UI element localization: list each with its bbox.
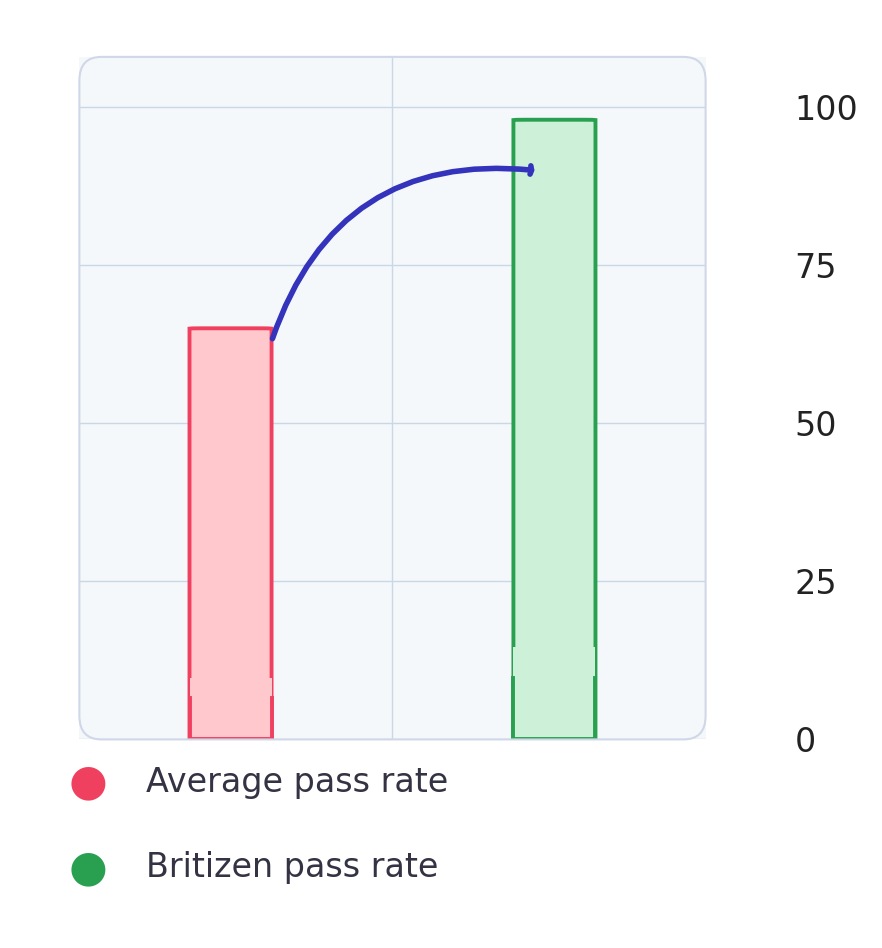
Text: Britizen pass rate: Britizen pass rate — [146, 851, 437, 884]
Text: ●: ● — [69, 760, 108, 804]
Text: Average pass rate: Average pass rate — [146, 766, 448, 798]
FancyBboxPatch shape — [513, 119, 595, 739]
FancyBboxPatch shape — [190, 678, 272, 739]
FancyBboxPatch shape — [513, 647, 595, 739]
Text: ●: ● — [69, 846, 108, 889]
FancyBboxPatch shape — [190, 328, 272, 739]
